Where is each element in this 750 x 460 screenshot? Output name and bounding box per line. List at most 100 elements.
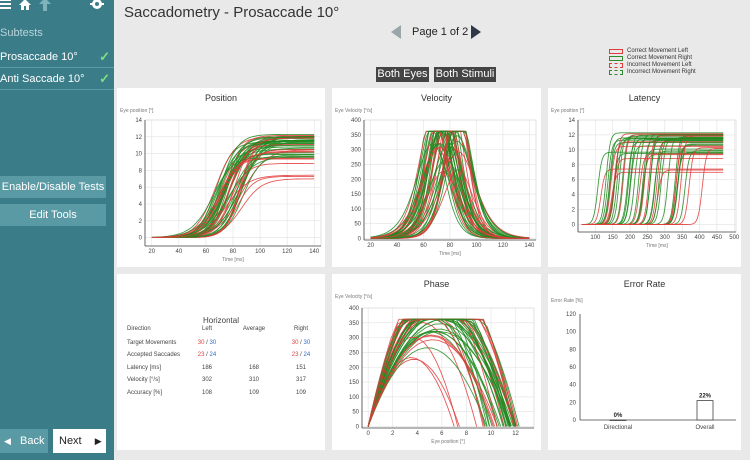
x-tick-label: 140 [524,243,535,249]
y-tick-label: 80 [569,347,576,353]
both-eyes-button[interactable]: Both Eyes [376,67,429,82]
y-tick-label: 12 [135,135,142,141]
edit-tools-button[interactable]: Edit Tools [0,204,106,226]
panel-title: Position [204,93,238,103]
up-arrow-icon[interactable] [38,0,52,12]
table-header-row: Direction Left Average Right [117,326,331,338]
x-tick-label: 2 [391,431,395,437]
y-tick-label: 250 [349,350,360,356]
position-trace [151,142,315,238]
y-tick-label: 10 [568,148,575,154]
subtest-label: Anti Saccade 10° [0,73,85,85]
sidebar-toolbar [0,0,114,12]
x-tick-label: 200 [625,235,636,241]
x-tick-label: 8 [465,431,469,437]
x-tick-label: 150 [608,235,619,241]
x-tick-label: 10 [488,431,495,437]
y-tick-label: 20 [569,400,576,406]
value-right-eye: 30 [303,340,311,346]
table-cell-right: 317 [295,377,306,383]
latency-panel: Latency 100 150 200 250 300 350 400 450 500 0 2 4 6 8… [548,88,741,267]
y-axis-label: Eye Velocity [°/s] [335,294,373,300]
latency-trace [581,142,724,225]
error-bar [696,400,714,421]
x-tick-label: 120 [498,243,509,249]
y-tick-label: 250 [351,162,362,168]
slash: / [300,340,302,346]
legend-label: Correct Movement Left [627,48,689,54]
row-label: Target Movements [127,340,177,346]
table-cell-right: 30 / 30 [289,340,313,346]
position-trace [151,146,315,238]
enable-disable-tests-button[interactable]: Enable/Disable Tests [0,176,106,198]
x-tick-label: 250 [642,235,653,241]
x-tick-label: 60 [420,243,427,249]
latency-trace [581,147,724,225]
page-label: Page 1 of 2 [412,26,469,38]
y-tick-label: 300 [349,336,360,342]
x-tick-label: 12 [512,431,519,437]
slash: / [206,340,208,346]
menu-icon[interactable] [0,0,12,12]
x-tick-label: 400 [695,235,706,241]
prev-page-icon[interactable] [390,25,402,39]
table-cell-right: 151 [295,365,306,371]
y-tick-label: 0 [572,223,576,229]
x-axis-label: Time [ms] [439,251,461,257]
both-stimuli-button[interactable]: Both Stimuli [434,67,496,82]
y-axis-label: Eye position [°] [551,108,585,114]
legend-label: Incorrect Movement Left [627,62,692,68]
y-tick-label: 4 [572,193,576,199]
back-arrow-icon: ◀ [4,436,11,446]
velocity-panel: Velocity 20 40 60 80 100 120 140 0 50 100 150 200 25… [332,88,541,267]
y-tick-label: 0 [358,237,362,243]
position-trace [151,151,315,238]
panel-title: Phase [423,279,450,289]
y-axis-label: Eye position [°] [120,108,154,114]
table-cell-left: 108 [201,390,212,396]
y-tick-label: 120 [566,312,577,318]
subtest-item-prosaccade[interactable]: Prosaccade 10° ✓ [0,46,114,68]
table-cell-avg: 109 [248,390,259,396]
table-cell-right: 23 / 24 [289,352,313,358]
y-tick-label: 400 [349,306,360,312]
y-tick-label: 150 [351,192,362,198]
x-tick-label: 120 [282,249,293,255]
y-tick-label: 200 [349,365,360,371]
y-tick-label: 6 [139,185,143,191]
chart-svg: 0 2 4 6 8 10 12 0 50 100 150 200 250 300 350 400 Eye Vel… [335,294,535,445]
x-tick-label: 6 [440,431,444,437]
back-button[interactable]: ◀ Back [0,429,48,453]
table-row: Latency [ms] 186 168 151 [117,365,331,377]
subtest-item-anti-saccade[interactable]: Anti Saccade 10° ✓ [0,68,114,90]
panel-title: Error Rate [623,279,666,289]
y-tick-label: 6 [572,178,576,184]
y-tick-label: 100 [566,330,577,336]
page-title: Saccadometry - Prosaccade 10° [124,4,340,21]
gear-icon[interactable] [90,0,104,12]
value-left-eye: 23 [291,352,299,358]
y-tick-label: 350 [351,133,362,139]
next-button[interactable]: Next ▶ [53,429,106,453]
y-tick-label: 350 [349,321,360,327]
latency-trace [581,168,724,225]
row-label: Accepted Saccades [127,352,181,358]
y-tick-label: 0 [573,418,577,424]
x-tick-label: 450 [712,235,723,241]
legend-swatch [609,49,623,54]
value-right-eye: 30 [209,340,217,346]
chart-svg: 20 40 60 80 100 120 140 0 50 100 150 200 250 300 350 40… [335,108,537,257]
velocity-trace [370,130,530,239]
x-tick-label: 100 [471,243,482,249]
y-tick-label: 8 [139,168,143,174]
value-left-eye: 23 [197,352,205,358]
table-cell-avg: 168 [248,365,259,371]
next-page-icon[interactable] [470,25,482,39]
x-axis-label: Time [ms] [646,243,668,249]
sidebar: Subtests Prosaccade 10° ✓ Anti Saccade 1… [0,0,114,460]
bar-value-label: 0% [614,413,623,419]
table-cell-left: 23 / 24 [197,352,217,358]
legend-label: Correct Movement Right [627,55,693,61]
home-icon[interactable] [18,0,32,12]
value-left-eye: 30 [197,340,205,346]
